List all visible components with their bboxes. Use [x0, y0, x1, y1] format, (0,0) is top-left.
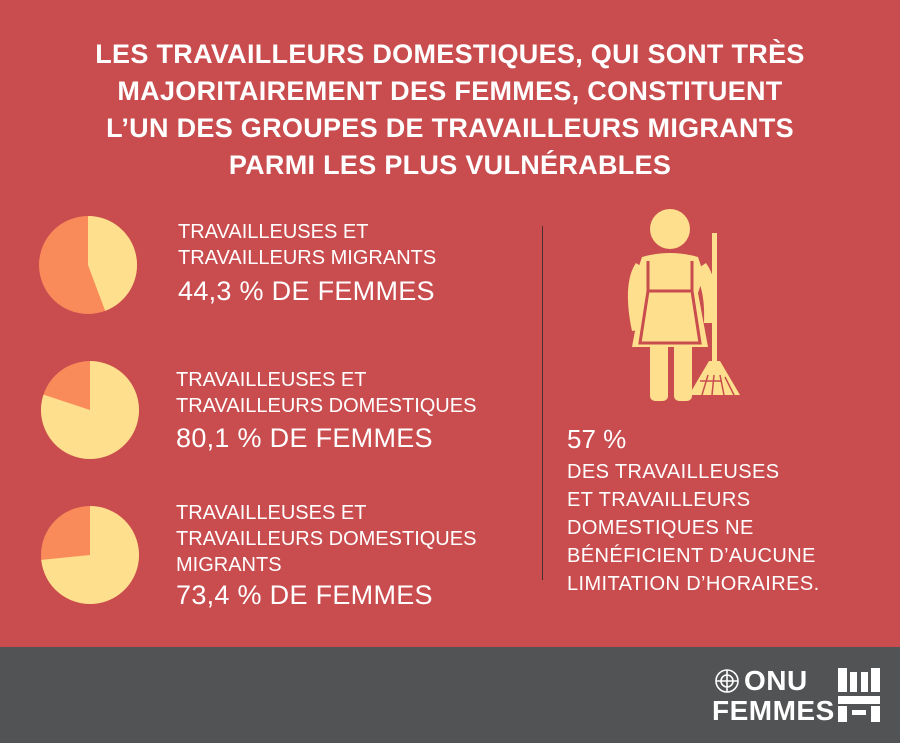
stat-label: TRAVAILLEUSES ET TRAVAILLEURS DOMESTIQUE… — [176, 367, 476, 419]
headline-line: PARMI LES PLUS VULNÉRABLES — [228, 150, 672, 180]
side-stat-text: DES TRAVAILLEUSES ET TRAVAILLEURS DOMEST… — [567, 458, 820, 598]
stat-label-line: MIGRANTS — [176, 554, 282, 576]
stat-label-line: TRAVAILLEUSES ET — [178, 221, 369, 243]
pie-chart-migrant-domestic-workers — [41, 506, 139, 604]
side-stat-line: DES TRAVAILLEUSES — [567, 461, 780, 483]
logo-text-onu: ONU — [744, 665, 808, 696]
pie-slice-women — [41, 506, 139, 604]
women-symbol-icon — [838, 668, 880, 722]
pie-chart-domestic-workers — [40, 361, 139, 459]
stat-label-line: TRAVAILLEUSES ET — [176, 369, 367, 391]
headline-line: L’UN DES GROUPES DE TRAVAILLEURS MIGRANT… — [106, 113, 794, 143]
stat-value: 44,3 % DE FEMMES — [178, 276, 435, 306]
headline: LES TRAVAILLEURS DOMESTIQUES, QUI SONT T… — [20, 36, 880, 184]
stat-label: TRAVAILLEUSES ET TRAVAILLEURS MIGRANTS — [178, 219, 436, 271]
side-stat-line: LIMITATION D’HORAIRES. — [567, 573, 820, 595]
domestic-worker-with-broom-icon — [627, 209, 740, 401]
stat-label-line: TRAVAILLEURS MIGRANTS — [178, 247, 437, 269]
footer-bar — [0, 647, 900, 743]
side-stat-line: DOMESTIQUES NE — [567, 517, 754, 539]
stat-label: TRAVAILLEUSES ET TRAVAILLEURS DOMESTIQUE… — [176, 500, 476, 578]
un-women-logo: ONU FEMMES — [652, 664, 882, 726]
stat-value: 80,1 % DE FEMMES — [176, 423, 433, 453]
headline-line: MAJORITAIREMENT DES FEMMES, CONSTITUENT — [117, 76, 783, 106]
headline-line: LES TRAVAILLEURS DOMESTIQUES, QUI SONT T… — [95, 39, 805, 69]
logo-text-femmes: FEMMES — [712, 695, 835, 726]
pie-slice-women — [40, 361, 139, 459]
side-stat-line: ET TRAVAILLEURS — [567, 489, 751, 511]
stat-label-line: TRAVAILLEUSES ET — [176, 502, 367, 524]
pie-chart-migrant-workers — [39, 216, 137, 314]
divider — [542, 226, 543, 580]
un-emblem-icon — [715, 669, 739, 693]
stat-label-line: TRAVAILLEURS DOMESTIQUES — [176, 528, 477, 550]
stat-label-line: TRAVAILLEURS DOMESTIQUES — [176, 395, 477, 417]
stat-value: 73,4 % DE FEMMES — [176, 580, 433, 610]
pie-slice-women — [88, 216, 137, 311]
side-stat-line: BÉNÉFICIENT D’AUCUNE — [567, 545, 816, 567]
side-stat-value: 57 % — [567, 424, 627, 454]
